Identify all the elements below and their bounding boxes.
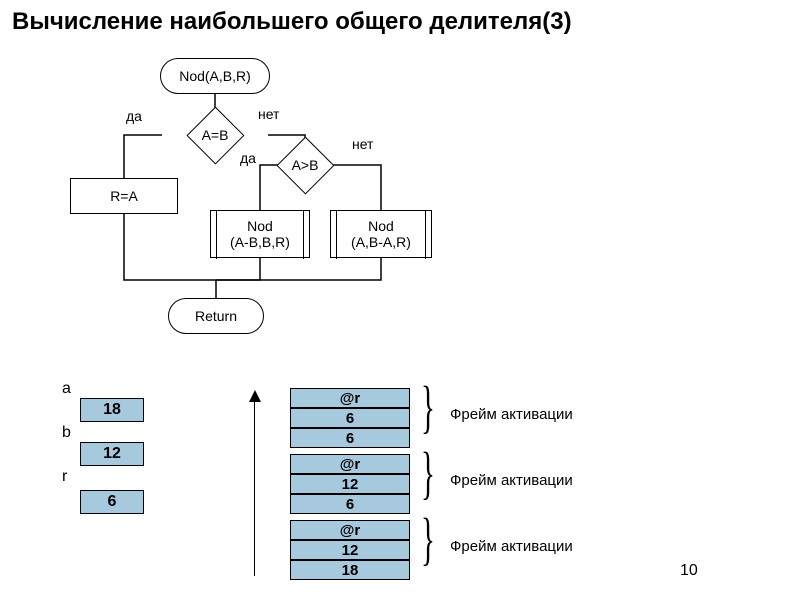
node-return: Return: [168, 298, 264, 334]
var-label-a: a: [62, 380, 71, 398]
page-title: Вычисление наибольшего общего делителя(3…: [12, 8, 572, 36]
frame1-cell1: 12: [290, 474, 410, 494]
edge-label-eq_yes: да: [126, 108, 142, 124]
node-call2: Nod(A,B-A,R): [330, 210, 432, 258]
frame0-label: Фрейм активации: [450, 406, 573, 423]
frame1-label: Фрейм активации: [450, 472, 573, 489]
edge-label-gt_no: нет: [352, 136, 373, 152]
frame1-cell2: 6: [290, 494, 410, 514]
decision-cmp_eq: A=B: [188, 108, 242, 162]
edge-label-gt_yes: да: [240, 150, 256, 166]
stack-arrow-up: [254, 392, 255, 576]
var-value-r: 6: [80, 490, 144, 514]
var-label-r: r: [62, 468, 67, 486]
var-value-a: 18: [80, 398, 144, 422]
frame1-cell0: @r: [290, 454, 410, 474]
frame0-cell2: 6: [290, 428, 410, 448]
frame2-label: Фрейм активации: [450, 538, 573, 555]
frame0-cell1: 6: [290, 408, 410, 428]
frame2-brace: }: [421, 516, 435, 562]
frame1-brace: }: [421, 450, 435, 496]
frame0-cell0: @r: [290, 388, 410, 408]
var-label-b: b: [62, 424, 71, 442]
frame2-cell2: 18: [290, 560, 410, 580]
node-ra: R=A: [70, 178, 178, 214]
node-start: Nod(A,B,R): [160, 58, 270, 94]
page-number: 10: [680, 562, 698, 580]
decision-cmp_gt: A>B: [278, 138, 332, 192]
node-call1: Nod(A-B,B,R): [210, 210, 310, 258]
frame2-cell0: @r: [290, 520, 410, 540]
edge-label-eq_no: нет: [258, 106, 279, 122]
frame2-cell1: 12: [290, 540, 410, 560]
var-value-b: 12: [80, 442, 144, 466]
frame0-brace: }: [421, 384, 435, 430]
